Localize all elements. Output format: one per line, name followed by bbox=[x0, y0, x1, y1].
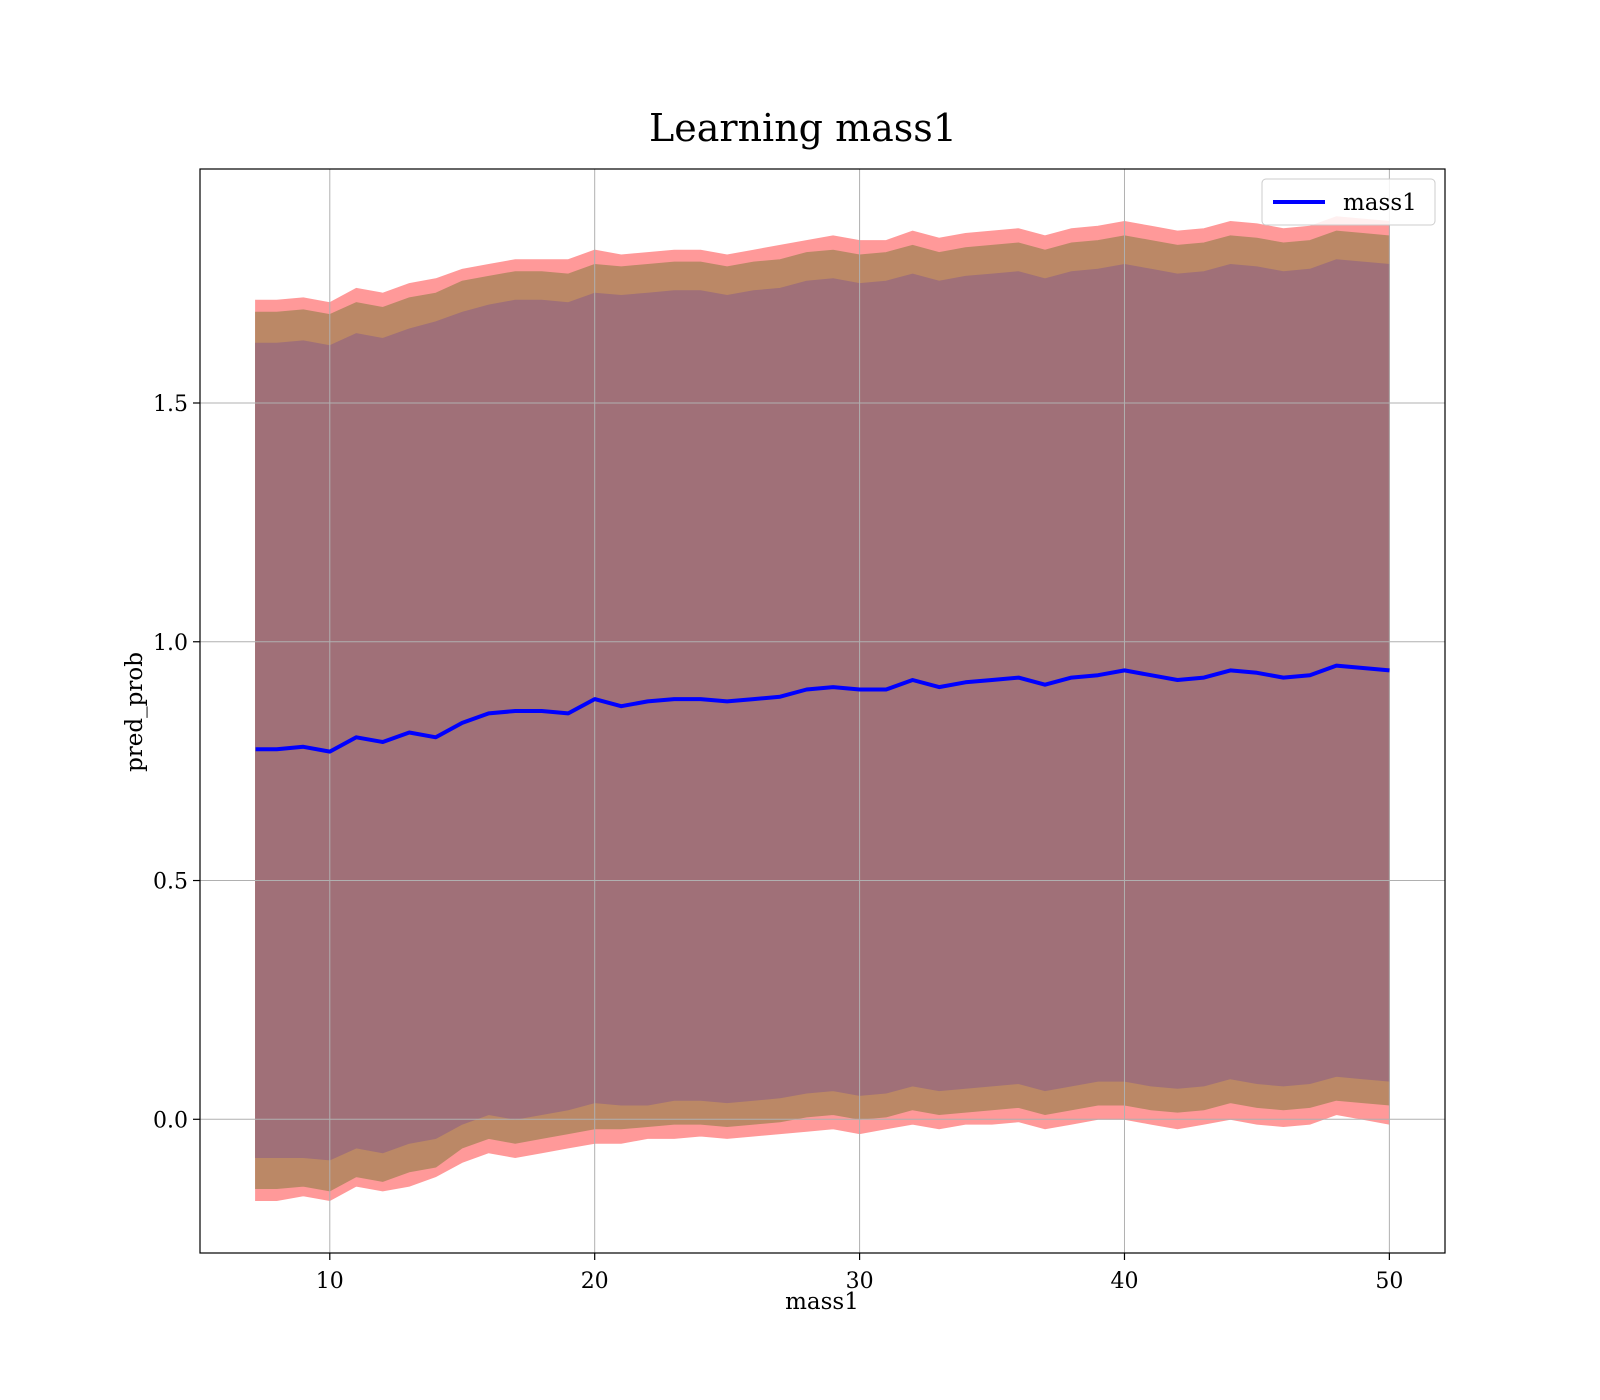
x-tick-label-4: 50 bbox=[1375, 1269, 1403, 1294]
chart-title: Learning mass1 bbox=[649, 106, 957, 150]
y-axis-label: pred_prob bbox=[122, 652, 148, 772]
legend-label-mass1: mass1 bbox=[1343, 190, 1417, 216]
x-tick-label-1: 20 bbox=[581, 1269, 609, 1294]
series-line-mass1 bbox=[255, 663, 1390, 754]
y-axis-ticks: 0.0 0.5 1.0 1.5 bbox=[153, 392, 200, 1133]
legend: mass1 bbox=[1261, 178, 1436, 226]
x-tick-label-2: 30 bbox=[846, 1269, 874, 1294]
x-axis-label: mass1 bbox=[785, 1289, 859, 1315]
band-2 bbox=[255, 259, 1390, 1161]
x-tick-label-0: 10 bbox=[316, 1269, 344, 1294]
y-tick-label-2: 1.0 bbox=[153, 631, 188, 656]
y-tick-label-1: 0.5 bbox=[153, 870, 188, 895]
confidence-bands bbox=[255, 216, 1390, 1202]
y-tick-label-0: 0.0 bbox=[153, 1108, 188, 1133]
x-tick-label-3: 40 bbox=[1110, 1269, 1138, 1294]
y-tick-label-3: 1.5 bbox=[153, 392, 188, 417]
grid-lines bbox=[200, 169, 1445, 1253]
x-axis-ticks: 10 20 30 40 50 bbox=[316, 1253, 1403, 1294]
series-lines bbox=[255, 663, 1390, 754]
plot-frame bbox=[199, 168, 1446, 1254]
plot-area bbox=[199, 168, 1446, 1254]
legend-box bbox=[1261, 178, 1436, 226]
